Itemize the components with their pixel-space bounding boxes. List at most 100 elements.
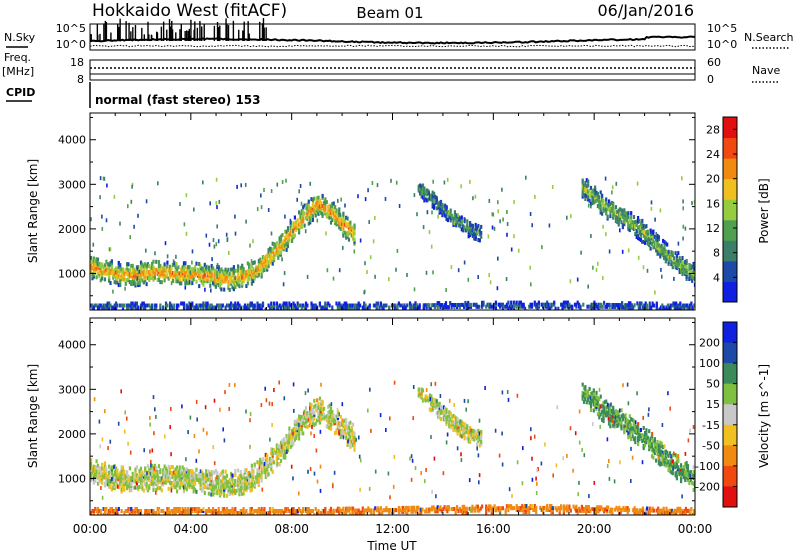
scatter-cell	[638, 256, 640, 260]
scatter-cell	[213, 238, 215, 242]
scatter-cell	[300, 184, 302, 188]
scatter-cell	[307, 275, 309, 279]
heatmap-cell	[686, 265, 688, 269]
heatmap-cell	[331, 306, 333, 310]
scatter-cell	[373, 239, 375, 243]
heatmap-cell	[472, 224, 474, 228]
heatmap-cell	[204, 273, 206, 277]
scatter-cell	[106, 218, 108, 222]
scatter-cell	[219, 200, 221, 204]
scatter-cell	[216, 224, 218, 228]
scatter-cell	[366, 270, 368, 274]
heatmap-cell	[184, 483, 186, 487]
heatmap-cell	[238, 284, 240, 288]
scatter-cell	[202, 180, 204, 184]
heatmap-cell	[305, 406, 307, 410]
scatter-cell	[296, 198, 298, 202]
heatmap-cell	[495, 301, 497, 305]
scatter-cell	[209, 243, 211, 247]
heatmap-cell	[679, 302, 681, 306]
scatter-cell	[228, 251, 230, 255]
heatmap-cell	[359, 304, 361, 308]
scatter-cell	[255, 268, 257, 272]
scatter-cell	[186, 232, 188, 236]
scatter-cell	[399, 204, 401, 208]
heatmap-cell	[266, 458, 268, 462]
scatter-cell	[185, 286, 187, 290]
heatmap-cell	[216, 471, 218, 475]
nave-tick-60: 60	[707, 56, 721, 69]
heatmap-cell	[220, 287, 222, 291]
heatmap-cell	[602, 199, 604, 203]
freq-panel-frame	[90, 60, 695, 80]
heatmap-cell	[240, 470, 242, 474]
heatmap-cell	[523, 303, 525, 307]
scatter-cell	[525, 176, 527, 180]
scatter-cell	[129, 235, 131, 239]
heatmap-cell	[338, 207, 340, 211]
heatmap-cell	[310, 403, 312, 407]
scatter-cell	[257, 207, 259, 211]
heatmap-cell	[353, 432, 355, 436]
heatmap-cell	[166, 273, 168, 277]
heatmap-cell	[478, 305, 480, 309]
scatter-cell	[609, 250, 611, 254]
heatmap-cell	[630, 211, 632, 215]
heatmap-cell	[218, 507, 220, 511]
scatter-cell	[423, 225, 425, 229]
scatter-cell	[374, 216, 376, 220]
power-colorbar-label: Power [dB]	[757, 178, 771, 243]
scatter-cell	[490, 280, 492, 284]
scatter-cell	[566, 216, 568, 220]
heatmap-cell	[195, 280, 197, 284]
heatmap-cell	[413, 506, 415, 510]
heatmap-cell	[448, 305, 450, 309]
heatmap-cell	[323, 407, 325, 411]
scatter-cell	[471, 228, 473, 232]
heatmap-cell	[313, 197, 315, 201]
heatmap-cell	[590, 404, 592, 408]
scatter-cell	[444, 181, 446, 185]
heatmap-cell	[419, 303, 421, 307]
heatmap-cell	[319, 302, 321, 306]
heatmap-cell	[677, 457, 679, 461]
heatmap-cell	[121, 509, 123, 513]
scatter-cell	[406, 273, 408, 277]
heatmap-cell	[134, 281, 136, 285]
heatmap-cell	[137, 306, 139, 310]
heatmap-cell	[158, 464, 160, 468]
scatter-cell	[97, 262, 99, 266]
heatmap-cell	[166, 304, 168, 308]
scatter-cell	[234, 276, 236, 280]
heatmap-cell	[172, 465, 174, 469]
heatmap-cell	[176, 465, 178, 469]
scatter-cell	[395, 268, 397, 272]
heatmap-cell	[170, 267, 172, 271]
scatter-cell	[428, 191, 430, 195]
scatter-cell	[360, 239, 362, 243]
heatmap-cell	[186, 487, 188, 491]
scatter-cell	[210, 289, 212, 293]
scatter-cell	[204, 288, 206, 292]
heatmap-cell	[168, 507, 170, 511]
scatter-cell	[119, 222, 121, 226]
scatter-cell	[506, 233, 508, 237]
heatmap-cell	[324, 507, 326, 511]
heatmap-cell	[672, 251, 674, 255]
scatter-cell	[541, 245, 543, 249]
scatter-cell	[455, 214, 457, 218]
heatmap-cell	[655, 459, 657, 463]
scatter-cell	[260, 194, 262, 198]
scatter-cell	[596, 268, 598, 272]
heatmap-cell	[123, 304, 125, 308]
heatmap-cell	[469, 440, 471, 444]
heatmap-cell	[648, 429, 650, 433]
scatter-cell	[497, 286, 499, 290]
heatmap-cell	[237, 272, 239, 276]
scatter-cell	[641, 240, 643, 244]
scatter-cell	[587, 285, 589, 289]
heatmap-cell	[204, 491, 206, 495]
heatmap-cell	[672, 471, 674, 475]
scatter-cell	[112, 290, 114, 294]
